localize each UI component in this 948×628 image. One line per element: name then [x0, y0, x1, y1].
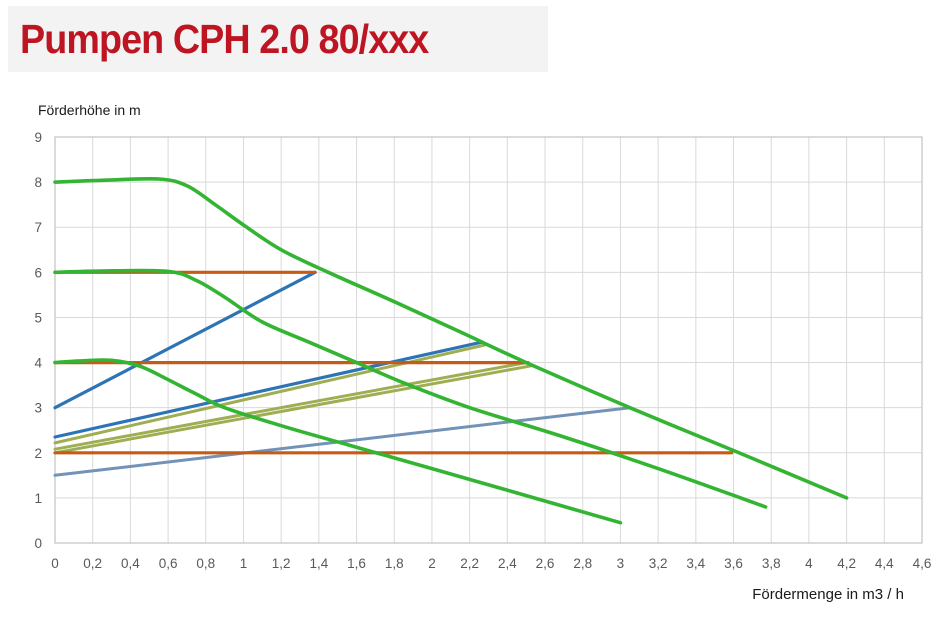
y-tick-label: 6 — [34, 265, 42, 280]
x-tick-label: 0,2 — [83, 556, 102, 571]
y-tick-label: 0 — [34, 536, 42, 551]
x-tick-label: 4,6 — [913, 556, 932, 571]
y-tick-label: 7 — [34, 220, 42, 235]
y-tick-labels: 0 1 2 3 4 5 6 7 8 9 — [34, 130, 42, 551]
x-tick-label: 1,8 — [385, 556, 404, 571]
series-group — [53, 176, 849, 525]
x-tick-label: 2,2 — [460, 556, 479, 571]
x-tick-label: 3 — [617, 556, 625, 571]
y-axis-title: Förderhöhe in m — [38, 102, 141, 118]
x-tick-label: 4 — [805, 556, 813, 571]
series-pump-curve-6m — [53, 268, 768, 509]
x-tick-label: 3,8 — [762, 556, 781, 571]
y-tick-label: 1 — [34, 491, 42, 506]
x-axis-title: Fördermenge in m3 / h — [752, 586, 904, 603]
x-tick-label: 2,8 — [573, 556, 592, 571]
x-tick-label: 1,6 — [347, 556, 366, 571]
x-tick-label: 1,2 — [272, 556, 291, 571]
title-banner: Pumpen CPH 2.0 80/xxx — [8, 6, 548, 72]
x-tick-label: 2,6 — [536, 556, 555, 571]
series-pump-curve-4m — [53, 358, 623, 525]
y-tick-label: 5 — [34, 310, 42, 325]
x-tick-label: 4,2 — [837, 556, 856, 571]
plot-area-border — [54, 136, 923, 544]
y-tick-label: 2 — [34, 446, 42, 461]
series-proportional-pressure-blue — [53, 340, 483, 439]
x-tick-label: 0,6 — [159, 556, 178, 571]
series-system-curve-olive-2 — [53, 361, 528, 451]
x-tick-label: 2 — [428, 556, 436, 571]
y-tick-label: 3 — [34, 401, 42, 416]
page-title: Pumpen CPH 2.0 80/xxx — [20, 15, 429, 62]
y-tick-label: 8 — [34, 175, 42, 190]
x-tick-label: 3,2 — [649, 556, 668, 571]
x-tick-label: 1 — [240, 556, 248, 571]
series-system-curve-olive-3 — [53, 364, 534, 455]
y-tick-label: 9 — [34, 130, 42, 145]
x-tick-label: 2,4 — [498, 556, 517, 571]
series-pump-curve-8m — [53, 176, 849, 500]
y-tick-label: 4 — [34, 356, 42, 371]
x-tick-label: 0,4 — [121, 556, 140, 571]
x-tick-label: 0,8 — [196, 556, 215, 571]
x-tick-label: 3,6 — [724, 556, 743, 571]
x-tick-label: 0 — [51, 556, 59, 571]
x-tick-label: 1,4 — [309, 556, 328, 571]
x-tick-label: 4,4 — [875, 556, 894, 571]
x-tick-label: 3,4 — [686, 556, 705, 571]
x-tick-labels: 0 0,2 0,4 0,6 0,8 1 1,2 1,4 1,6 1,8 2 2,2 2,4 2,6 2,8 3… — [51, 556, 931, 571]
series-proportional-pressure-blue-steep — [53, 270, 317, 410]
